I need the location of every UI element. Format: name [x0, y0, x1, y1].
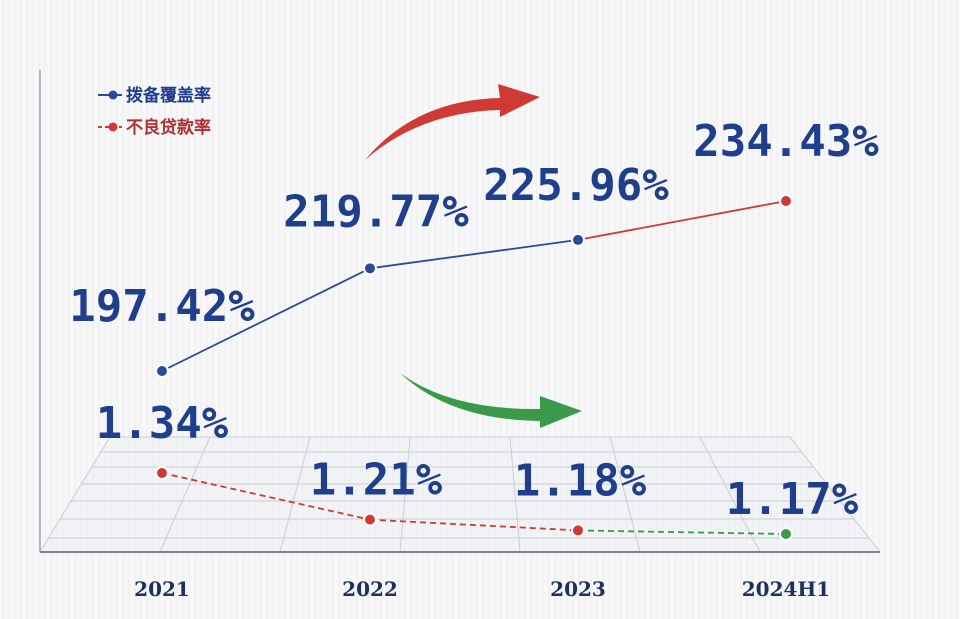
- legend-item-provision: 拨备覆盖率: [98, 85, 211, 106]
- x-tick-label-2022: 2022: [342, 577, 398, 601]
- npl-point-core-2024H1: [782, 530, 790, 538]
- legend-label-npl: 不良贷款率: [126, 117, 211, 138]
- x-tick-label-2023: 2023: [550, 577, 606, 601]
- npl-segment-2022-2023: [369, 518, 579, 532]
- up-trend-arrow: [365, 84, 540, 160]
- provision-data-label-2022: 219.77%: [283, 186, 469, 237]
- provision-data-label-2024H1: 234.43%: [693, 116, 879, 167]
- series-layer: [155, 194, 793, 541]
- provision-segment-2023-2024H1: [577, 200, 787, 241]
- legend: 拨备覆盖率 不良贷款率: [98, 85, 211, 138]
- provision-point-core-2024H1: [782, 197, 790, 205]
- npl-data-label-2021: 1.34%: [96, 398, 229, 449]
- provision-segment-2022-2023: [369, 239, 579, 270]
- npl-data-label-2023: 1.18%: [514, 455, 647, 506]
- provision-segment-2021-2022: [161, 267, 371, 372]
- x-tick-layer: 2021 2022 2023 2024H1: [134, 577, 830, 601]
- npl-data-label-2024H1: 1.17%: [726, 474, 859, 525]
- legend-label-provision: 拨备覆盖率: [126, 85, 211, 106]
- npl-segment-2021-2022: [161, 472, 371, 521]
- npl-point-core-2022: [366, 516, 374, 524]
- down-trend-arrow: [400, 373, 582, 428]
- legend-item-npl: 不良贷款率: [98, 117, 211, 138]
- npl-point-core-2023: [574, 526, 582, 534]
- x-tick-label-2021: 2021: [134, 577, 190, 601]
- npl-data-label-2022: 1.21%: [310, 455, 443, 506]
- provision-data-label-2021: 197.42%: [69, 281, 255, 332]
- npl-segment-2023-2024H1: [577, 529, 787, 535]
- provision-data-label-2023: 225.96%: [483, 160, 669, 211]
- x-tick-label-2024H1: 2024H1: [742, 577, 830, 601]
- provision-point-core-2022: [366, 264, 374, 272]
- label-layer: 197.42% 219.77% 225.96% 234.43% 1.34% 1.21% 1.…: [69, 116, 879, 525]
- npl-point-core-2021: [158, 469, 166, 477]
- provision-point-core-2023: [574, 236, 582, 244]
- provision-point-core-2021: [158, 367, 166, 375]
- floor-grid: [39, 436, 881, 553]
